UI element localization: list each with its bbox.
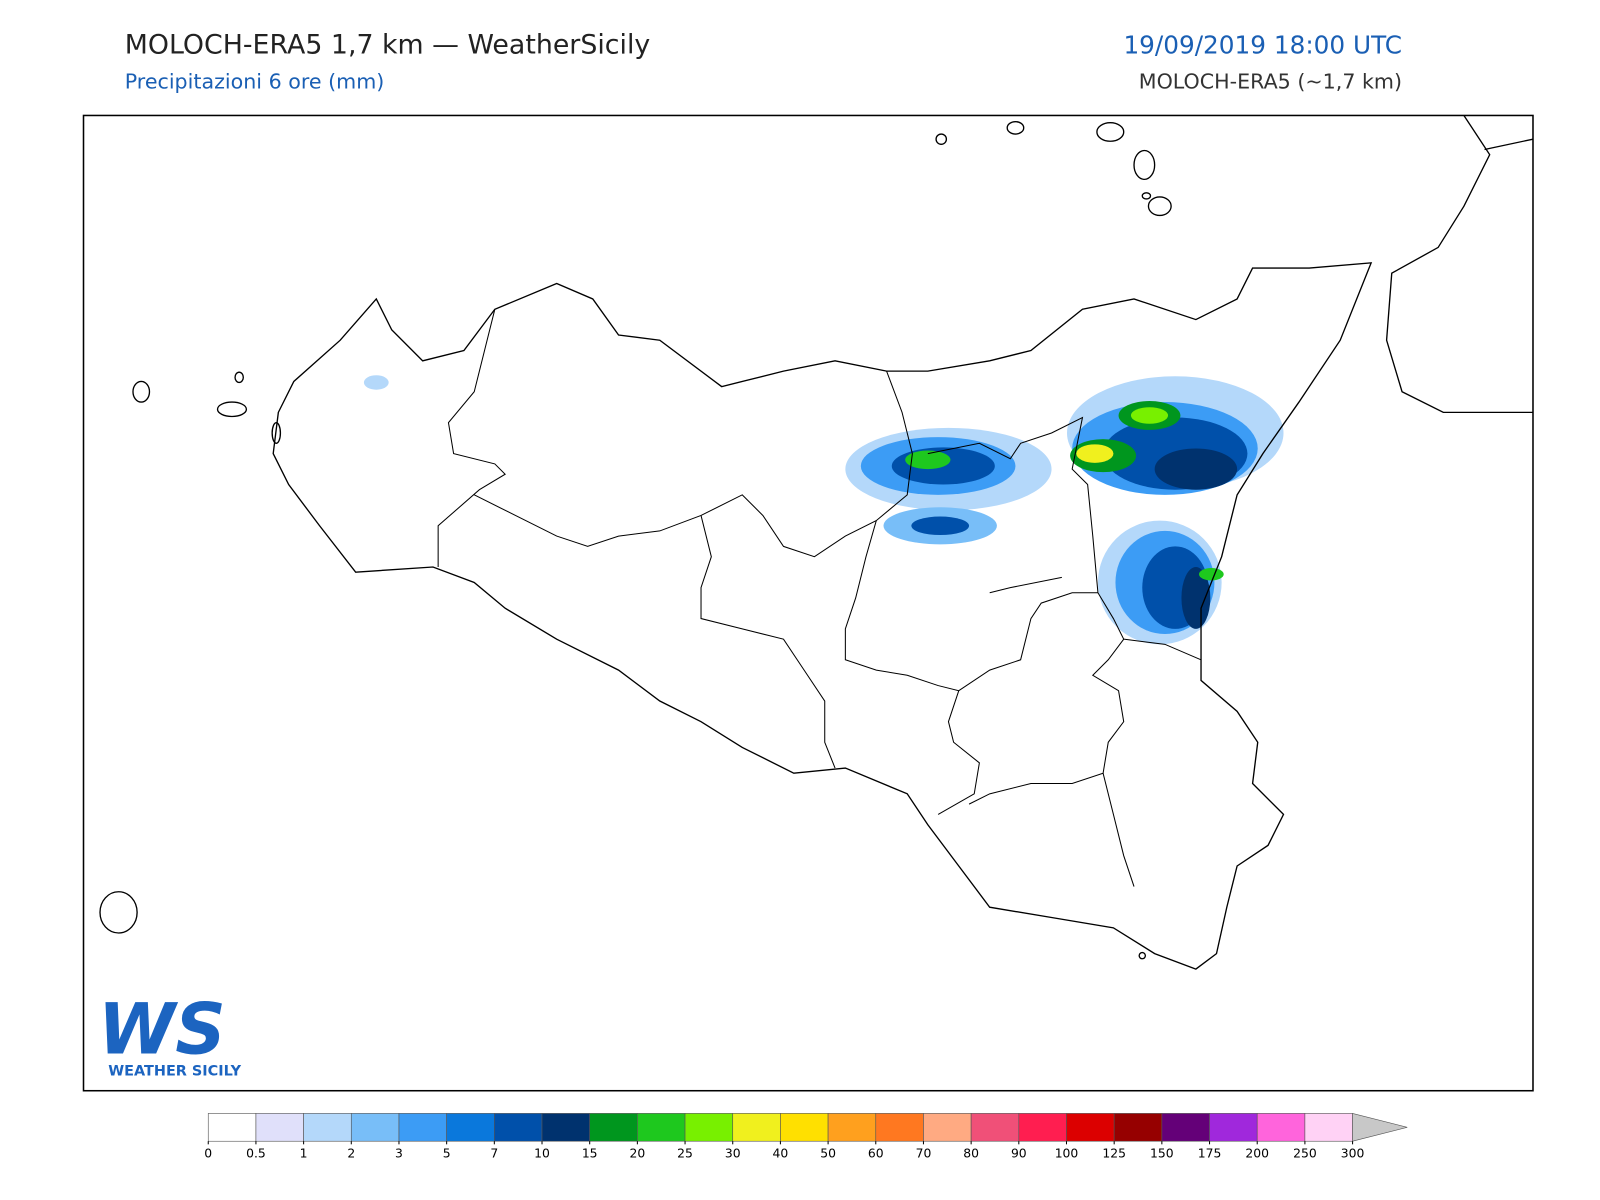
model-info: MOLOCH-ERA5 (~1,7 km) (1139, 70, 1402, 94)
colorbar-box (1066, 1113, 1115, 1142)
logo: WS WEATHER SICILY (98, 989, 242, 1080)
colorbar-box (255, 1113, 304, 1142)
colorbar-label: 5 (443, 1147, 451, 1161)
colorbar-label: 10 (534, 1147, 550, 1161)
colorbar-label: 300 (1341, 1147, 1365, 1161)
colorbar-label: 250 (1293, 1147, 1317, 1161)
colorbar-box (398, 1113, 447, 1142)
colorbar-label: 0.5 (246, 1147, 266, 1161)
colorbar-box (303, 1113, 352, 1142)
datetime: 19/09/2019 18:00 UTC (1123, 31, 1402, 60)
colorbar-box (494, 1113, 543, 1142)
province-borders (437, 309, 1202, 887)
calabria-coast (1385, 115, 1533, 414)
colorbar-label: 150 (1150, 1147, 1174, 1161)
precipitation (363, 375, 1284, 645)
colorbar-label: 2 (347, 1147, 355, 1161)
colorbar-label: 80 (963, 1147, 979, 1161)
colorbar-box (207, 1113, 257, 1142)
calabria-north (1484, 138, 1534, 151)
colorbar-box (1161, 1113, 1210, 1142)
colorbar-label: 0 (204, 1147, 212, 1161)
colorbar-box (637, 1113, 686, 1142)
colorbar-box (1256, 1113, 1306, 1142)
logo-name: WEATHER SICILY (108, 1063, 241, 1079)
colorbar-box (970, 1113, 1020, 1142)
colorbar-extend (1352, 1113, 1408, 1142)
colorbar-box (350, 1113, 400, 1142)
colorbar-box (446, 1113, 495, 1142)
logo-mark: WS (98, 989, 226, 1071)
colorbar-label: 7 (490, 1147, 498, 1161)
colorbar-label: 25 (677, 1147, 693, 1161)
colorbar-label: 15 (582, 1147, 598, 1161)
colorbar-box (589, 1113, 638, 1142)
colorbar-label: 30 (725, 1147, 741, 1161)
sicily-coast (272, 262, 1373, 970)
colorbar-label: 100 (1055, 1147, 1079, 1161)
colorbar-label: 70 (916, 1147, 932, 1161)
colorbar-label: 3 (395, 1147, 403, 1161)
colorbar-box (684, 1113, 734, 1142)
colorbar-box (732, 1113, 781, 1142)
colorbar-box (923, 1113, 972, 1142)
colorbar-box (827, 1113, 877, 1142)
colorbar-box (875, 1113, 924, 1142)
colorbar-label: 90 (1011, 1147, 1027, 1161)
islands (99, 120, 1172, 960)
colorbar-label: 40 (773, 1147, 789, 1161)
subtitle: Precipitazioni 6 ore (mm) (125, 70, 385, 94)
colorbar-box (1209, 1113, 1258, 1142)
colorbar-label: 175 (1198, 1147, 1222, 1161)
colorbar-label: 125 (1102, 1147, 1126, 1161)
colorbar: 0 0.5 1 2 3 5 7 10 15 20 25 30 40 50 60 70 80 90 100 125 150… (204, 1113, 1408, 1161)
map-frame (82, 114, 1534, 1092)
colorbar-box (1304, 1113, 1353, 1142)
map-area (82, 114, 1534, 1092)
colorbar-label: 20 (630, 1147, 646, 1161)
colorbar-box (541, 1113, 590, 1142)
title: MOLOCH-ERA5 1,7 km — WeatherSicily (125, 30, 651, 61)
colorbar-label: 60 (868, 1147, 884, 1161)
colorbar-label: 200 (1245, 1147, 1269, 1161)
colorbar-label: 50 (820, 1147, 836, 1161)
colorbar-box (780, 1113, 829, 1142)
colorbar-box (1018, 1113, 1067, 1142)
colorbar-label: 1 (300, 1147, 308, 1161)
colorbar-box (1113, 1113, 1163, 1142)
